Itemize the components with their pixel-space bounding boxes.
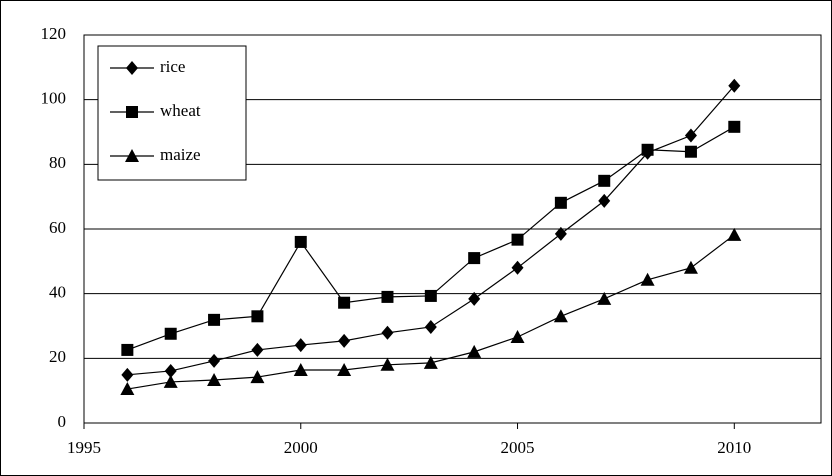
marker (251, 310, 264, 323)
marker (338, 333, 351, 348)
y-tick-label: 40 (49, 283, 66, 302)
marker (510, 329, 525, 343)
legend-label: wheat (160, 101, 201, 120)
marker (126, 106, 138, 118)
marker (467, 344, 482, 358)
marker (597, 291, 612, 305)
marker (381, 325, 394, 340)
marker (207, 372, 222, 386)
legend-label: rice (160, 57, 185, 76)
plot-area (83, 34, 822, 424)
y-tick-label: 120 (41, 24, 67, 43)
marker (126, 61, 138, 75)
marker (125, 149, 139, 162)
marker (684, 128, 697, 143)
y-tick-label: 60 (49, 218, 66, 237)
marker (380, 357, 395, 371)
marker (598, 174, 611, 187)
y-tick-label: 100 (41, 89, 67, 108)
marker (294, 338, 307, 353)
x-tick-label: 2005 (501, 438, 535, 457)
marker (511, 233, 524, 246)
marker (640, 272, 655, 286)
marker (293, 362, 308, 376)
marker (121, 343, 134, 356)
y-tick-label: 80 (49, 153, 66, 172)
marker (121, 367, 134, 382)
marker (208, 353, 221, 368)
marker (208, 313, 221, 326)
marker (337, 362, 352, 376)
marker (250, 370, 265, 384)
marker (641, 143, 654, 156)
marker (684, 145, 697, 158)
marker (554, 196, 567, 209)
marker (598, 193, 611, 208)
marker (424, 319, 437, 334)
x-tick-label: 2000 (284, 438, 318, 457)
y-tick-label: 20 (49, 347, 66, 366)
marker (251, 342, 264, 357)
marker (164, 363, 177, 378)
legend-label: maize (160, 145, 201, 164)
marker (554, 226, 567, 241)
marker (423, 355, 438, 369)
y-tick-label: 0 (58, 412, 67, 431)
marker (381, 290, 394, 303)
marker (511, 260, 524, 275)
marker (163, 374, 178, 388)
marker (294, 235, 307, 248)
marker (727, 227, 742, 241)
marker (553, 309, 568, 323)
marker (338, 296, 351, 309)
marker (728, 78, 741, 93)
marker (728, 120, 741, 133)
marker (468, 252, 481, 265)
marker (164, 327, 177, 340)
marker (120, 382, 135, 396)
x-tick-label: 2010 (717, 438, 751, 457)
marker (683, 260, 698, 274)
marker (424, 289, 437, 302)
x-tick-label: 1995 (67, 438, 101, 457)
marker (468, 291, 481, 306)
